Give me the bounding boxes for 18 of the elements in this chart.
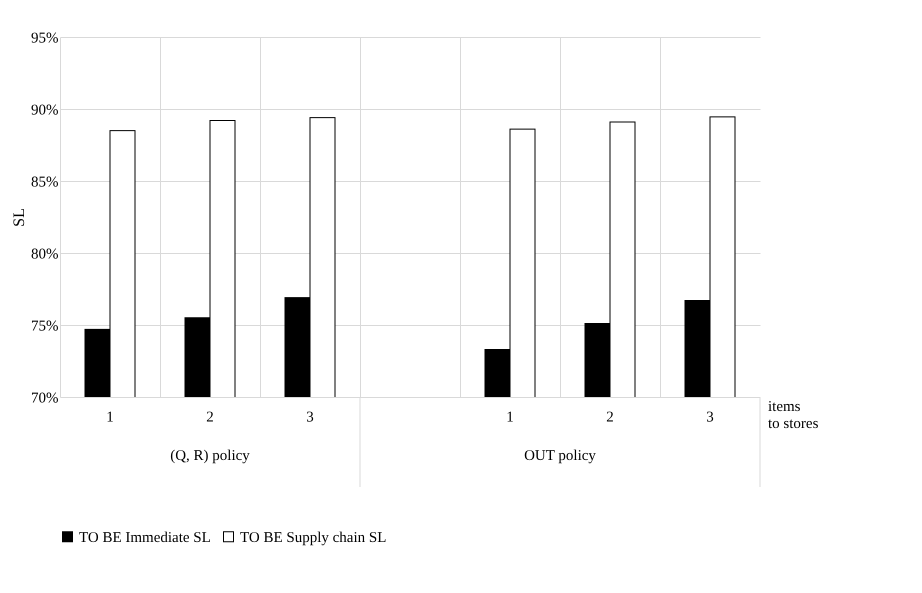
x-tick-label: 2 xyxy=(206,410,214,426)
text: OUT policy xyxy=(524,448,596,464)
x-tick-label: 2 xyxy=(606,410,614,426)
y-tick-label: 90% xyxy=(31,102,58,118)
y-tick-label: 80% xyxy=(31,246,58,262)
y-axis-title: SL xyxy=(11,208,28,227)
x-tick-label: 1 xyxy=(106,410,114,426)
legend-label: TO BE Supply chain SL xyxy=(240,530,386,546)
x-tick-label: 3 xyxy=(706,410,714,426)
x-tick-label: 1 xyxy=(506,410,514,426)
y-tick-label: 95% xyxy=(31,30,58,46)
y-tick-label: 85% xyxy=(31,174,58,190)
y-tick-label: 70% xyxy=(31,390,58,406)
x-axis-title: items to stores xyxy=(768,399,819,432)
x-tick-label: 3 xyxy=(306,410,314,426)
legend-label: TO BE Immediate SL xyxy=(79,530,211,546)
y-tick-label: 75% xyxy=(31,318,58,334)
text: (Q, R) policy xyxy=(170,448,250,464)
